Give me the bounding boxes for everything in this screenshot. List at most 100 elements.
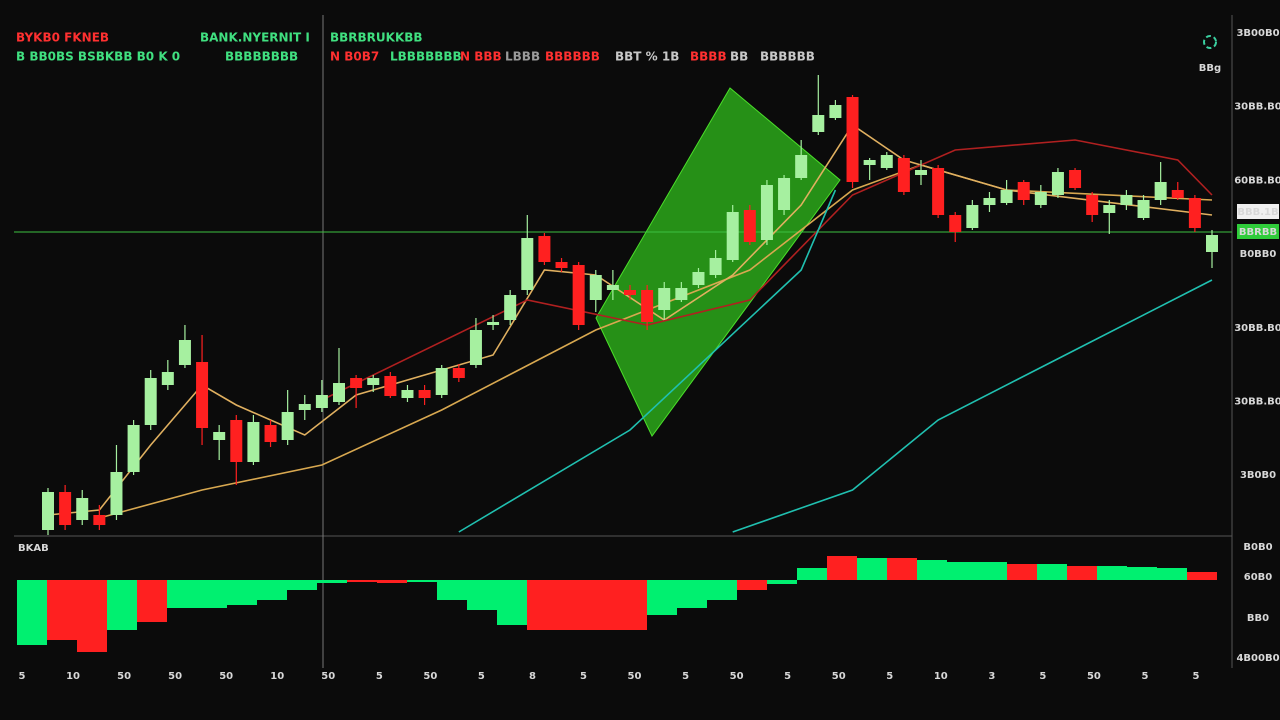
oscillator-axis-label: 4B00B0 — [1236, 653, 1279, 664]
candle-body — [281, 412, 294, 440]
oscillator-bar — [677, 580, 707, 608]
candle-body — [538, 236, 551, 262]
x-axis-label: 50 — [117, 671, 131, 682]
oscillator-axis-label: B0B0 — [1243, 542, 1272, 553]
candle-body — [230, 420, 243, 462]
candle-body — [1000, 190, 1013, 203]
candle-body — [829, 105, 842, 118]
indicator-line — [458, 189, 837, 533]
x-axis-label: 5 — [478, 671, 485, 682]
candle-body — [572, 265, 585, 325]
x-axis-label: 5 — [1141, 671, 1148, 682]
x-axis-label: 50 — [1087, 671, 1101, 682]
candle-body — [93, 515, 106, 525]
x-axis-label: 50 — [628, 671, 642, 682]
oscillator-bar — [737, 580, 767, 590]
candle-body — [966, 205, 979, 228]
price-axis-label: 3B00B0 — [1236, 28, 1279, 39]
indicator-line — [47, 123, 1213, 516]
header-text: BB — [730, 50, 748, 64]
oscillator-bar — [257, 580, 287, 600]
candle-body — [418, 390, 431, 398]
price-tag — [1237, 224, 1279, 239]
candle-body — [949, 215, 962, 232]
candle-body — [127, 425, 140, 472]
price-axis-label: B0BB0 — [1240, 249, 1277, 260]
candle-body — [606, 285, 619, 290]
candle-body — [1069, 170, 1082, 188]
candle-body — [1206, 235, 1218, 252]
candle-body — [1120, 195, 1133, 205]
oscillator-bar — [77, 580, 107, 652]
candle-body — [213, 432, 226, 440]
oscillator-bar — [527, 580, 557, 630]
oscillator-bar — [227, 580, 257, 605]
oscillator-bar — [557, 580, 587, 630]
x-axis-label: 5 — [580, 671, 587, 682]
candle-body — [624, 290, 636, 295]
oscillator-bar — [287, 580, 317, 590]
price-axis-label: 30BB.B0 — [1234, 397, 1280, 408]
candle-body — [504, 295, 517, 320]
candle-body — [384, 376, 397, 396]
price-axis-label: 3B0B0 — [1240, 470, 1276, 481]
x-axis-label: 5 — [376, 671, 383, 682]
x-axis-label: 5 — [1193, 671, 1200, 682]
oscillator-bar — [647, 580, 677, 615]
candle-body — [1034, 192, 1047, 205]
header-text: B BB0BS BSBKBB B0 K 0 — [16, 50, 180, 64]
oscillator-bar — [1187, 572, 1217, 580]
oscillator-bar — [167, 580, 197, 608]
candle-body — [658, 288, 671, 310]
oscillator-bar — [17, 580, 47, 645]
candle-body — [350, 378, 363, 388]
candle-body — [196, 362, 209, 428]
header-text: BBBB — [690, 50, 727, 64]
oscillator-axis-label: 60B0 — [1244, 572, 1273, 583]
candle-body — [1188, 198, 1201, 228]
oscillator-bar — [1007, 564, 1037, 580]
header-text: BBBBBB — [545, 50, 600, 64]
candle-body — [487, 322, 500, 325]
candle-body — [1086, 195, 1099, 215]
candle-body — [915, 170, 927, 175]
oscillator-bar — [437, 580, 467, 600]
candle-body — [675, 288, 688, 300]
candle-body — [59, 492, 72, 525]
candle-body — [897, 158, 910, 192]
toolbar-label[interactable]: BBg — [1199, 63, 1221, 74]
header-text: BBBBBB — [760, 50, 815, 64]
x-axis-label: 50 — [321, 671, 335, 682]
oscillator-axis-label: BB0 — [1247, 613, 1269, 624]
candle-body — [795, 155, 808, 178]
oscillator-bar — [377, 580, 407, 583]
oscillator-bar — [1037, 564, 1067, 580]
header-text: LBBB — [505, 50, 540, 64]
candle-body — [469, 330, 482, 365]
oscillator-bar — [497, 580, 527, 625]
x-axis-label: 10 — [66, 671, 80, 682]
candle-body — [846, 97, 859, 182]
oscillator-bar — [707, 580, 737, 600]
candle-body — [1171, 190, 1184, 198]
x-axis-label: 5 — [682, 671, 689, 682]
candle-body — [1154, 182, 1167, 200]
candle-body — [778, 178, 791, 210]
x-axis-label: 3 — [988, 671, 995, 682]
oscillator-bar — [47, 580, 77, 640]
oscillator-bar — [887, 558, 917, 580]
price-axis-label: 30BB.B0 — [1234, 102, 1280, 113]
price-axis-label: 30BB.B0 — [1234, 323, 1280, 334]
price-axis-label: 60BB.B0 — [1234, 175, 1280, 186]
pane-label: BKAB — [18, 543, 49, 554]
toolbar-icon[interactable] — [1203, 35, 1217, 49]
header-text: BBRBRUKKBB — [330, 31, 423, 45]
crosshair-tag-label: BBB.1B — [1237, 207, 1278, 218]
oscillator-bar — [1067, 566, 1097, 580]
candle-body — [709, 258, 722, 275]
x-axis-label: 5 — [19, 671, 26, 682]
x-axis-label: 50 — [219, 671, 233, 682]
candle-body — [555, 262, 568, 268]
candle-body — [641, 290, 654, 322]
